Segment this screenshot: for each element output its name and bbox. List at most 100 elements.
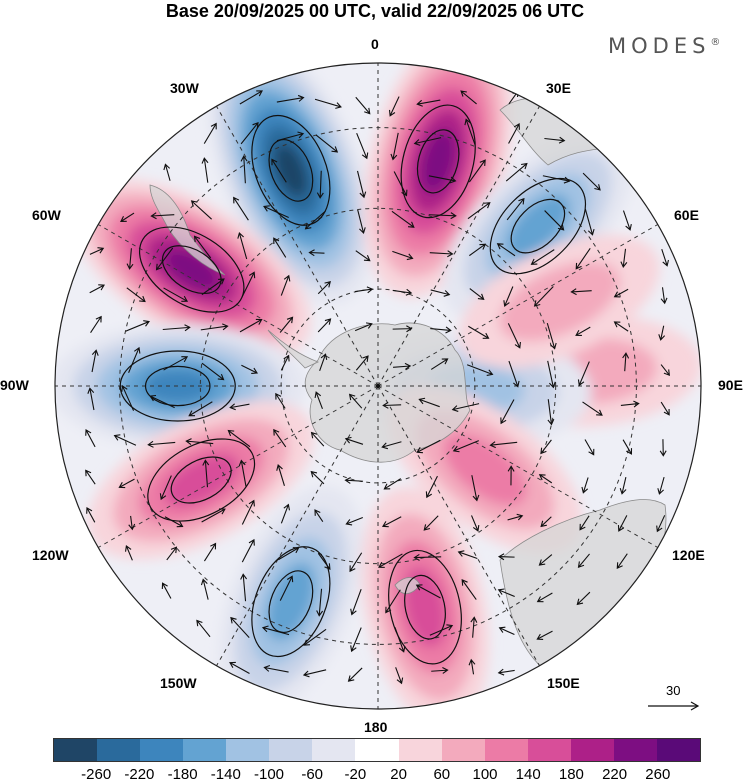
wind-vector [505, 162, 528, 182]
wind-vector [162, 324, 191, 332]
wind-vector [506, 197, 525, 221]
lon-label-180: 180 [364, 719, 388, 735]
lon-label-150e: 150E [547, 675, 580, 691]
streamline [268, 139, 314, 202]
colorbar-swatch [183, 739, 227, 761]
wind-vector [240, 155, 248, 184]
colorbar-swatch [54, 739, 98, 761]
wind-vector [581, 477, 589, 494]
wind-vector [271, 158, 287, 183]
wind-vector [497, 588, 515, 598]
colorbar-tick-label: -100 [253, 766, 285, 783]
wind-vector [500, 399, 515, 425]
wind-vector [348, 393, 363, 409]
wind-vector [452, 440, 479, 453]
wind-vector [128, 346, 141, 373]
colorbar-tick-label: 20 [390, 766, 407, 783]
wind-vector [276, 464, 285, 486]
colorbar-swatch [441, 739, 485, 761]
wind-vector [385, 589, 401, 614]
wind-vector [461, 578, 477, 600]
wind-vector [317, 280, 331, 295]
wind-vector [113, 434, 137, 446]
wind-vector [413, 553, 442, 561]
wind-vector [86, 506, 96, 523]
wind-vector [356, 170, 367, 199]
wind-vector [190, 200, 212, 220]
wind-vector [584, 439, 595, 456]
wind-vector [356, 133, 369, 160]
anomaly-contour [274, 143, 308, 198]
wind-vector [430, 326, 452, 334]
wind-vector [468, 159, 486, 183]
wind-vector [546, 322, 557, 350]
wind-vector [547, 399, 555, 426]
wind-vector [466, 364, 494, 376]
wind-vector [350, 588, 362, 616]
wind-vector [613, 321, 629, 332]
streamline [147, 438, 256, 522]
wind-vector [498, 626, 515, 636]
streamline [251, 114, 331, 226]
wind-vector [622, 210, 632, 231]
wind-vector [429, 250, 454, 258]
colorbar-tick-label: 220 [602, 766, 628, 783]
graticule [55, 63, 701, 709]
wind-vector [118, 478, 135, 489]
streamline [400, 104, 476, 219]
wind-vector [350, 627, 362, 653]
wind-vector [661, 249, 669, 267]
wind-vector [620, 400, 640, 408]
reference-vector-label: 30 [666, 683, 681, 698]
wind-vector [237, 231, 248, 260]
wind-vector [200, 578, 209, 600]
wind-vector [622, 352, 630, 372]
wind-vector [418, 397, 440, 408]
wind-vector [355, 250, 371, 262]
wind-vector [660, 401, 670, 416]
wind-vector [507, 323, 521, 349]
wind-vector [544, 136, 566, 144]
wind-vector [538, 474, 553, 484]
wind-vector [314, 391, 323, 410]
wind-vector [582, 401, 603, 416]
wind-vector [617, 515, 628, 532]
wind-vector [240, 573, 248, 602]
wind-vector [660, 364, 671, 377]
wind-vector [147, 440, 176, 448]
streamline [119, 350, 236, 422]
wind-vector [239, 318, 263, 333]
wind-vector [196, 619, 211, 638]
colorbar-tick-label: -20 [344, 766, 367, 783]
wind-vector [451, 403, 480, 412]
wind-vector [238, 459, 247, 488]
wind-vector [355, 96, 371, 115]
colorbar-swatch [97, 739, 141, 761]
wind-vector [316, 588, 324, 617]
wind-vector [275, 392, 286, 409]
wind-vector [87, 387, 95, 411]
wind-vector [344, 436, 364, 445]
wind-vector [471, 515, 480, 532]
wind-vector [241, 538, 255, 563]
wind-vector [658, 325, 666, 341]
anomaly-field [55, 63, 701, 709]
reference-arrow [648, 701, 700, 711]
wind-vector [85, 428, 96, 448]
wind-vector [469, 243, 487, 257]
wind-vector [575, 326, 591, 336]
wind-vector [536, 592, 553, 603]
anomaly-contour [420, 129, 456, 193]
wind-vector [577, 361, 590, 387]
wind-vector [310, 470, 325, 485]
wind-vector [200, 323, 229, 331]
colorbar-tick-label: -260 [81, 766, 112, 783]
colorbar-swatch [613, 739, 657, 761]
wind-vector [280, 274, 291, 296]
wind-vector [89, 247, 105, 255]
anomaly-cell [207, 63, 374, 305]
wind-vector [616, 553, 628, 570]
wind-vector [577, 553, 590, 569]
wind-vector [354, 322, 373, 332]
